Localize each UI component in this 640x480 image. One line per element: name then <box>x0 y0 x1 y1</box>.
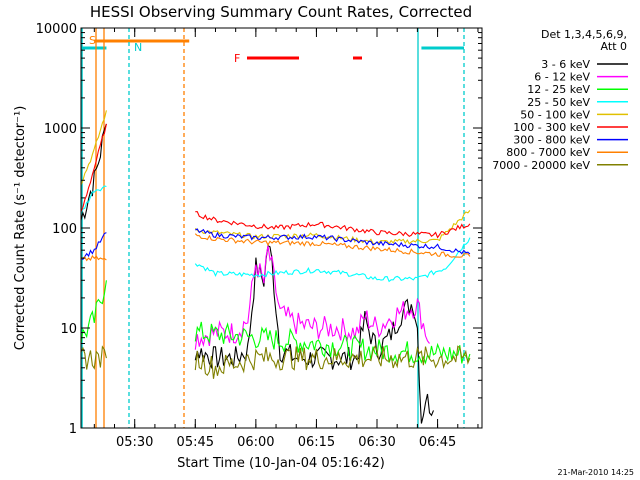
series-line-100-300kev-seg0 <box>80 123 107 213</box>
saa-label: S <box>89 34 96 47</box>
series-line-3-6kev-seg1 <box>194 244 435 424</box>
y-tick-label: 1000 <box>44 122 77 137</box>
x-tick-label: 06:00 <box>237 435 274 450</box>
series-line-50-100kev-seg1 <box>194 210 471 245</box>
legend-label: 50 - 100 keV <box>520 108 590 121</box>
y-tick-label: 10000 <box>36 22 77 37</box>
legend-label: 800 - 7000 keV <box>506 146 590 159</box>
legend-label: 6 - 12 keV <box>534 71 590 84</box>
footer-date: 21-Mar-2010 14:25 <box>558 468 635 477</box>
series-line-6-12kev-seg0 <box>194 245 430 350</box>
flare-label: F <box>234 52 240 65</box>
legend-label: 300 - 800 keV <box>513 134 590 147</box>
legend-header-1: Det 1,3,4,5,6,9, <box>541 28 627 41</box>
legend-label: 3 - 6 keV <box>541 58 590 71</box>
series-line-50-100kev-seg0 <box>80 110 107 186</box>
series-line-300-800kev-seg0 <box>80 232 107 261</box>
legend-header-2: Att 0 <box>601 40 627 53</box>
legend-label: 12 - 25 keV <box>527 83 590 96</box>
series-line-100-300kev-seg1 <box>195 211 471 239</box>
y-tick-label: 100 <box>52 222 77 237</box>
x-tick-label: 05:45 <box>177 435 214 450</box>
series-line-7000-20000kev-seg1 <box>194 345 471 379</box>
legend-label: 100 - 300 keV <box>513 121 590 134</box>
series-line-12-25kev-seg0 <box>80 280 107 345</box>
series-line-800-7000kev-seg0 <box>80 254 107 262</box>
x-tick-label: 06:30 <box>358 435 395 450</box>
y-tick-label: 1 <box>69 422 77 437</box>
legend-label: 25 - 50 keV <box>527 96 590 109</box>
series-line-3-6kev-seg0 <box>80 123 107 221</box>
series-line-25-50kev-seg1 <box>194 237 471 283</box>
night-label: N <box>134 41 142 54</box>
series-line-25-50kev-seg0 <box>80 185 107 213</box>
chart-title: HESSI Observing Summary Count Rates, Cor… <box>90 3 472 21</box>
series-line-800-7000kev-seg1 <box>194 233 471 258</box>
series-line-7000-20000kev-seg0 <box>80 345 107 370</box>
series-line-300-800kev-seg1 <box>195 228 471 255</box>
legend-label: 7000 - 20000 keV <box>492 159 590 172</box>
y-tick-label: 10 <box>60 322 77 337</box>
x-axis-label: Start Time (10-Jan-04 05:16:42) <box>177 456 385 471</box>
x-tick-label: 06:45 <box>419 435 456 450</box>
x-tick-label: 06:15 <box>298 435 335 450</box>
x-tick-label: 05:30 <box>116 435 153 450</box>
y-axis-label: Corrected Count Rate (s⁻¹ detector⁻¹) <box>13 106 28 351</box>
plot-frame <box>80 27 483 429</box>
